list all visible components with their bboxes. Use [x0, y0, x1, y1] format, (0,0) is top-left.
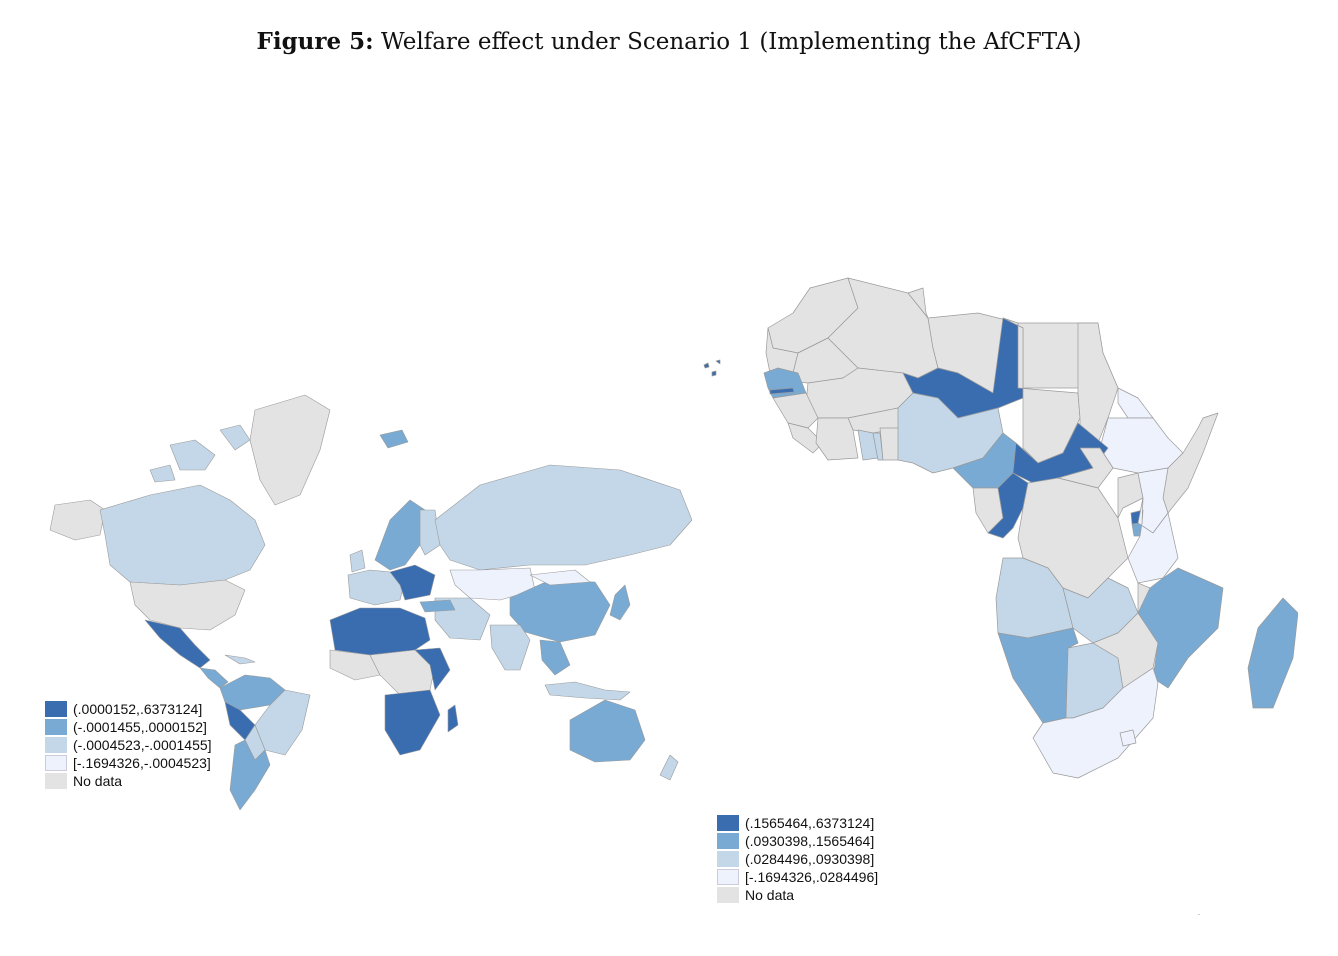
legend-row: (.0000152,.6373124]	[45, 700, 212, 718]
region-southeast-asia	[539, 639, 571, 676]
figure-label: Figure 5:	[256, 28, 374, 55]
region-new-zealand	[659, 754, 679, 781]
region-africa-north	[329, 607, 431, 656]
region-australia	[569, 699, 646, 763]
region-greenland	[249, 394, 331, 506]
region-alaska	[49, 499, 106, 541]
country-gambia	[769, 387, 795, 395]
stray-mark	[1198, 914, 1200, 915]
region-africa-west	[329, 649, 381, 681]
legend-swatch	[45, 701, 67, 717]
legend-swatch	[717, 851, 739, 867]
legend-label: (.0000152,.6373124]	[73, 701, 203, 717]
world-legend: (.0000152,.6373124] (-.0001455,.0000152]…	[45, 700, 212, 790]
legend-row: (-.0001455,.0000152]	[45, 718, 212, 736]
region-mongolia	[529, 569, 591, 586]
region-indonesia	[544, 681, 631, 701]
legend-row: [-.1694326,-.0004523]	[45, 754, 212, 772]
country-lesotho	[1119, 729, 1137, 747]
region-eastern-europe	[389, 564, 436, 601]
region-mexico	[144, 619, 211, 669]
legend-row: (.1565464,.6373124]	[717, 814, 878, 832]
legend-label: (-.0004523,-.0001455]	[73, 737, 212, 753]
country-mozambique	[1137, 567, 1224, 689]
region-russia	[434, 464, 692, 571]
region-japan	[609, 584, 631, 621]
legend-row: (.0930398,.1565464]	[717, 832, 878, 850]
country-zimbabwe	[1092, 612, 1159, 689]
region-arctic-islands	[149, 424, 251, 483]
legend-label: [-.1694326,.0284496]	[745, 869, 879, 885]
region-madagascar	[447, 704, 459, 733]
region-argentina	[229, 739, 271, 810]
country-south-africa	[1032, 667, 1159, 779]
region-caribbean	[224, 654, 256, 665]
country-tunisia	[907, 287, 929, 319]
legend-swatch	[717, 833, 739, 849]
region-east-africa	[414, 647, 451, 691]
legend-row: No data	[45, 772, 212, 790]
figure-caption: Welfare effect under Scenario 1 (Impleme…	[380, 29, 1082, 55]
region-usa	[129, 579, 246, 631]
country-eritrea	[1117, 387, 1154, 419]
world-map	[49, 394, 692, 810]
region-central-america	[199, 667, 229, 689]
legend-row: (-.0004523,-.0001455]	[45, 736, 212, 754]
legend-label: (.0284496,.0930398]	[745, 851, 875, 867]
country-ethiopia	[1099, 417, 1184, 474]
region-iceland	[379, 429, 409, 449]
country-sudan	[1077, 322, 1119, 449]
country-uganda	[1117, 472, 1144, 519]
figure-title: Figure 5: Welfare effect under Scenario …	[0, 28, 1338, 55]
legend-swatch	[45, 719, 67, 735]
region-uk	[349, 549, 366, 573]
country-guinea	[772, 392, 819, 429]
cape-verde	[703, 359, 721, 377]
region-turkey	[419, 599, 456, 613]
legend-row: No data	[717, 886, 878, 904]
legend-swatch	[717, 887, 739, 903]
legend-swatch	[45, 737, 67, 753]
legend-label: [-.1694326,-.0004523]	[73, 755, 211, 771]
country-madagascar	[1247, 597, 1298, 709]
region-finland	[419, 509, 441, 556]
legend-swatch	[717, 815, 739, 831]
country-sierra-leone-liberia	[787, 422, 824, 454]
africa-map	[703, 277, 1298, 779]
region-scandinavia	[374, 499, 426, 571]
legend-label: No data	[745, 887, 795, 903]
country-congo	[987, 472, 1029, 539]
legend-swatch	[45, 755, 67, 771]
legend-label: No data	[73, 773, 123, 789]
legend-label: (.0930398,.1565464]	[745, 833, 875, 849]
legend-swatch	[45, 773, 67, 789]
region-india	[489, 624, 531, 671]
region-southern-africa	[384, 689, 441, 756]
legend-swatch	[717, 869, 739, 885]
region-canada	[99, 484, 266, 586]
legend-label: (.1565464,.6373124]	[745, 815, 875, 831]
legend-row: (.0284496,.0930398]	[717, 850, 878, 868]
legend-row: [-.1694326,.0284496]	[717, 868, 878, 886]
legend-label: (-.0001455,.0000152]	[73, 719, 207, 735]
country-cote-divoire	[815, 417, 859, 461]
africa-legend: (.1565464,.6373124] (.0930398,.1565464] …	[717, 814, 878, 904]
